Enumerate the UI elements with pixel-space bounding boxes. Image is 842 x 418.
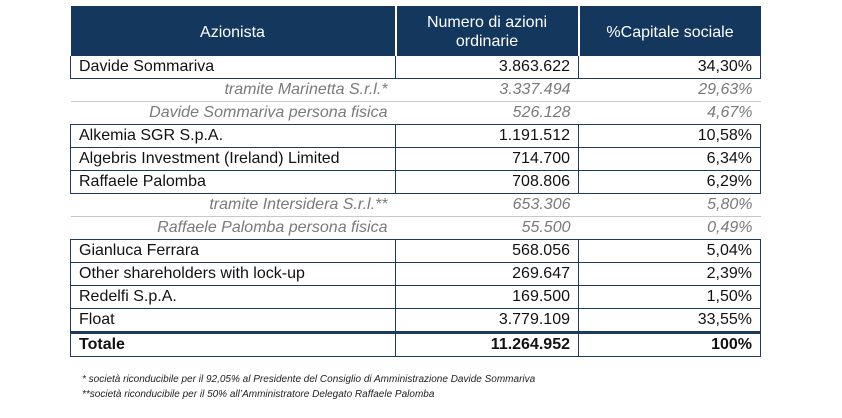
table-row: Raffaele Palomba 708.806 6,29% [70, 170, 761, 194]
table-header: Azionista Numero di azioni ordinarie %Ca… [70, 6, 761, 56]
header-row: Azionista Numero di azioni ordinarie %Ca… [70, 6, 761, 56]
footnote-1: * società riconducibile per il 92,05% al… [82, 374, 536, 385]
row-shares: 708.806 [395, 170, 579, 194]
row-shares: 1.191.512 [395, 124, 579, 148]
table-row: Davide Sommariva 3.863.622 34,30% [70, 56, 761, 79]
header-shares: Numero di azioni ordinarie [395, 6, 580, 56]
table-row-sub: Raffaele Palomba persona fisica 55.500 0… [70, 216, 761, 240]
table-row-sub: tramite Marinetta S.r.l.* 3.337.494 29,6… [70, 78, 761, 102]
footnote-2: **società riconducibile per il 50% all’A… [82, 389, 435, 400]
header-capital: %Capitale sociale [578, 6, 761, 56]
row-shareholder: tramite Intersidera S.r.l.** [70, 193, 396, 217]
row-shareholder: Davide Sommariva [70, 56, 396, 79]
table-row: Redelfi S.p.A. 169.500 1,50% [70, 285, 761, 309]
row-capital: 34,30% [578, 56, 761, 79]
row-capital: 2,39% [578, 262, 761, 286]
footnotes: * società riconducibile per il 92,05% al… [82, 372, 535, 402]
row-shares: 55.500 [395, 216, 579, 240]
row-shareholder: tramite Marinetta S.r.l.* [70, 78, 396, 102]
table-row: Alkemia SGR S.p.A. 1.191.512 10,58% [70, 124, 761, 148]
row-shares: 3.337.494 [395, 78, 579, 102]
row-shares: 714.700 [395, 147, 579, 171]
row-shareholder: Redelfi S.p.A. [70, 285, 396, 309]
row-shareholder: Raffaele Palomba [70, 170, 396, 194]
row-shares: 653.306 [395, 193, 579, 217]
row-shares: 3.863.622 [395, 56, 579, 79]
table-body: Davide Sommariva 3.863.622 34,30% tramit… [70, 56, 761, 357]
table-row: Other shareholders with lock-up 269.647 … [70, 262, 761, 286]
row-shares: 568.056 [395, 239, 579, 263]
total-label: Totale [70, 331, 396, 357]
row-shareholder: Float [70, 308, 396, 333]
shareholder-table-container: Azionista Numero di azioni ordinarie %Ca… [70, 6, 761, 357]
shareholder-table: Azionista Numero di azioni ordinarie %Ca… [70, 6, 761, 357]
row-capital: 10,58% [578, 124, 761, 148]
table-row: Algebris Investment (Ireland) Limited 71… [70, 147, 761, 171]
row-capital: 5,80% [578, 193, 761, 217]
row-shareholder: Alkemia SGR S.p.A. [70, 124, 396, 148]
row-capital: 5,04% [578, 239, 761, 263]
table-row: Gianluca Ferrara 568.056 5,04% [70, 239, 761, 263]
table-row-sub: Davide Sommariva persona fisica 526.128 … [70, 101, 761, 125]
row-shareholder: Raffaele Palomba persona fisica [70, 216, 396, 240]
row-capital: 29,63% [578, 78, 761, 102]
row-shareholder: Other shareholders with lock-up [70, 262, 396, 286]
header-shareholder: Azionista [70, 6, 397, 56]
row-shares: 269.647 [395, 262, 579, 286]
row-capital: 0,49% [578, 216, 761, 240]
row-capital: 6,34% [578, 147, 761, 171]
row-shares: 169.500 [395, 285, 579, 309]
row-capital: 4,67% [578, 101, 761, 125]
row-capital: 33,55% [578, 308, 761, 333]
total-row: Totale 11.264.952 100% [70, 331, 761, 357]
total-capital: 100% [578, 331, 761, 357]
row-capital: 6,29% [578, 170, 761, 194]
row-shareholder: Gianluca Ferrara [70, 239, 396, 263]
row-shares: 3.779.109 [395, 308, 579, 333]
row-shareholder: Davide Sommariva persona fisica [70, 101, 396, 125]
table-row-sub: tramite Intersidera S.r.l.** 653.306 5,8… [70, 193, 761, 217]
total-shares: 11.264.952 [395, 331, 579, 357]
row-shares: 526.128 [395, 101, 579, 125]
row-shareholder: Algebris Investment (Ireland) Limited [70, 147, 396, 171]
table-row: Float 3.779.109 33,55% [70, 308, 761, 333]
row-capital: 1,50% [578, 285, 761, 309]
